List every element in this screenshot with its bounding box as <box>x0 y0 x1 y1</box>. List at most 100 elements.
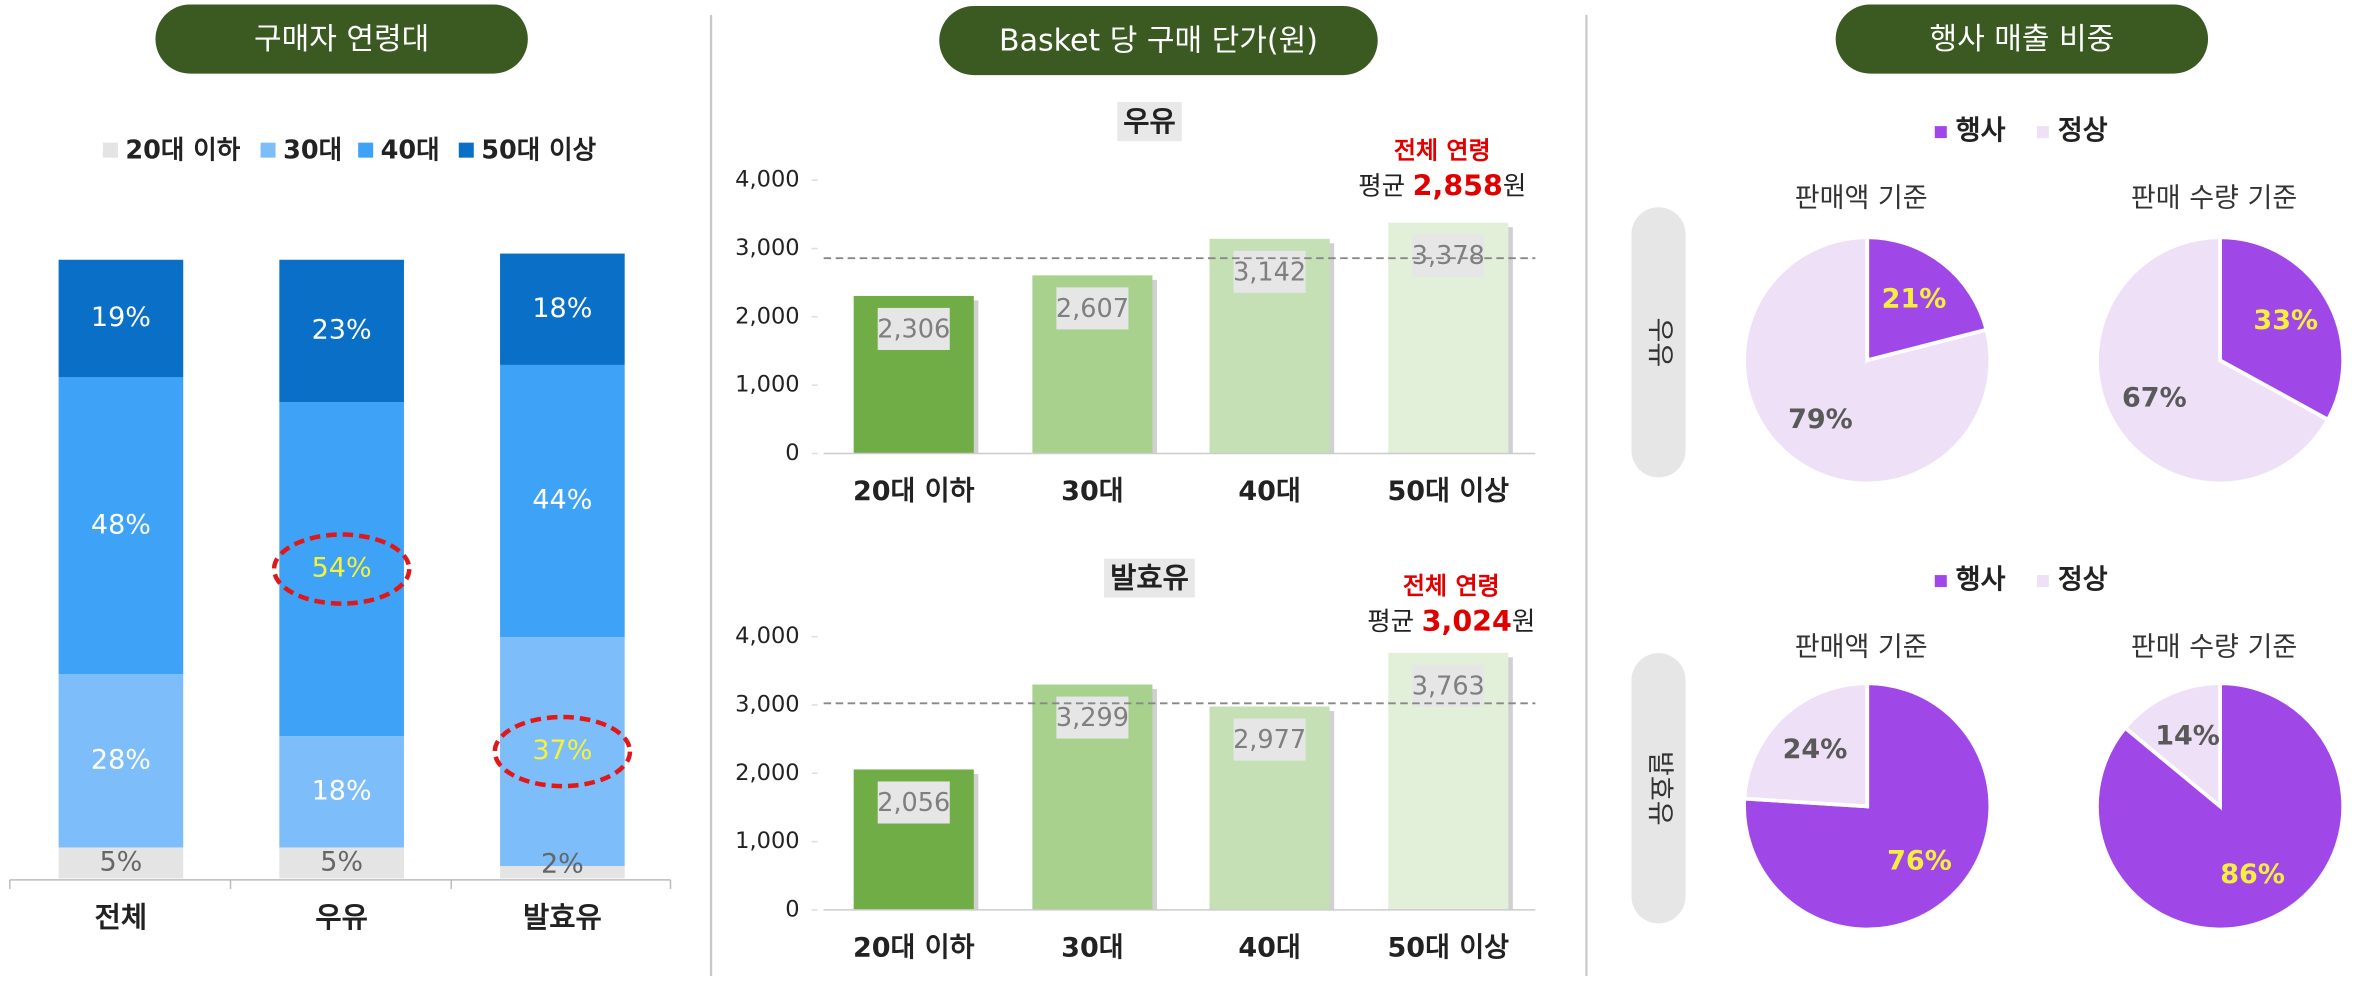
x-tick-label: 30대 <box>1061 476 1123 507</box>
bar-segment <box>500 253 625 365</box>
average-unit: 원 <box>1512 607 1535 637</box>
title-pill <box>939 6 1378 76</box>
data-label: 2% <box>541 848 584 879</box>
data-label: 2,056 <box>877 788 950 818</box>
pie-title: 판매 수량 기준 <box>2131 632 2297 663</box>
data-label: 5% <box>99 846 142 877</box>
x-tick-label: 20대 이하 <box>853 476 975 507</box>
pie-slice <box>2122 681 2222 811</box>
data-label: 67% <box>2122 383 2187 414</box>
panel-title: Basket 당 구매 단가(원) <box>999 24 1318 59</box>
bar-segment <box>500 637 625 867</box>
y-tick-label: 3,000 <box>735 691 799 717</box>
data-label: 5% <box>320 846 363 877</box>
legend-label: 40대 <box>381 136 440 166</box>
legend-swatch <box>358 142 374 158</box>
data-label: 28% <box>91 744 151 775</box>
data-label: 86% <box>2220 859 2285 890</box>
data-label: 3,142 <box>1233 257 1306 287</box>
x-tick-label: 30대 <box>1061 932 1123 963</box>
data-label: 23% <box>312 314 372 345</box>
x-tick-label: 발효유 <box>523 901 602 934</box>
bar-segment <box>279 847 404 879</box>
average-value: 3,024 <box>1422 605 1512 638</box>
row-label: 발효유 <box>1644 751 1675 826</box>
data-label: 18% <box>532 293 592 324</box>
average-annotation: 평균 3,024원 <box>1367 605 1535 638</box>
value-box <box>1233 718 1306 761</box>
x-tick-label: 40대 <box>1238 476 1300 507</box>
legend-swatch <box>102 142 118 158</box>
legend-label: 정상 <box>2058 116 2108 147</box>
title-pill <box>1835 4 2209 74</box>
y-tick-label: 1,000 <box>735 372 799 398</box>
data-label: 24% <box>1783 734 1848 765</box>
bar-segment <box>58 259 184 378</box>
data-label: 19% <box>91 302 151 333</box>
y-tick-label: 3,000 <box>735 235 799 261</box>
data-label: 3,763 <box>1412 671 1485 701</box>
y-tick-label: 0 <box>785 896 799 922</box>
pie-title: 판매 수량 기준 <box>2131 183 2297 214</box>
y-tick-label: 0 <box>785 440 799 466</box>
value-box <box>1056 287 1129 330</box>
value-box <box>1412 664 1485 707</box>
title-bg <box>1104 558 1195 598</box>
average-annotation: 평균 2,858원 <box>1358 170 1526 203</box>
data-label: 21% <box>1882 284 1947 315</box>
average-value: 2,858 <box>1413 170 1503 203</box>
panel-title: 행사 매출 비중 <box>1929 22 2114 57</box>
chart-title: 우유 <box>1123 105 1175 138</box>
y-tick-label: 4,000 <box>735 623 799 649</box>
data-label: 2,607 <box>1056 294 1129 324</box>
pie-title: 판매액 기준 <box>1795 183 1928 214</box>
x-tick-label: 전체 <box>95 901 147 934</box>
y-tick-label: 1,000 <box>735 828 799 854</box>
legend-label: 20대 이하 <box>125 136 240 166</box>
x-tick-label: 50대 이상 <box>1387 932 1509 963</box>
legend-label: 행사 <box>1956 116 2006 147</box>
data-label: 33% <box>2253 305 2318 336</box>
legend-label: 30대 <box>283 136 342 166</box>
value-box <box>877 781 950 824</box>
data-label: 48% <box>91 509 151 540</box>
value-box <box>877 307 950 350</box>
value-box <box>1412 234 1485 277</box>
data-label: 3,378 <box>1412 241 1485 271</box>
legend-swatch <box>1934 126 1947 139</box>
bar-segment <box>58 377 184 675</box>
y-tick-label: 2,000 <box>735 303 799 329</box>
x-tick-label: 40대 <box>1238 932 1300 963</box>
bar-segment <box>279 736 404 848</box>
row-label-pill <box>1631 653 1686 924</box>
data-label: 2,977 <box>1233 725 1306 755</box>
legend-swatch <box>2036 575 2049 588</box>
row-label: 우유 <box>1644 317 1675 367</box>
data-label: 3,299 <box>1056 703 1129 733</box>
bar-segment <box>58 674 184 848</box>
pie-title: 판매액 기준 <box>1795 632 1928 663</box>
legend-label: 50대 이상 <box>481 136 596 166</box>
data-label: 79% <box>1788 404 1853 435</box>
pie-slice <box>1865 235 1989 363</box>
data-label: 14% <box>2155 721 2220 752</box>
title-bg <box>1117 102 1182 142</box>
row-label-pill <box>1631 207 1686 478</box>
data-label: 37% <box>532 735 592 766</box>
highlight-circle <box>271 532 412 606</box>
y-tick-label: 4,000 <box>735 167 799 193</box>
pie-slice <box>1742 681 1870 809</box>
bar-segment <box>500 364 625 638</box>
panel-title: 구매자 연령대 <box>254 22 429 57</box>
data-label: 44% <box>532 485 592 516</box>
pie-slice <box>2218 235 2346 423</box>
bar-segment <box>279 402 404 737</box>
data-label: 18% <box>312 775 372 806</box>
chart-title: 발효유 <box>1110 562 1189 595</box>
data-label: 2,306 <box>877 314 950 344</box>
bar-segment <box>500 866 625 879</box>
data-label: 76% <box>1887 845 1952 876</box>
y-tick-label: 2,000 <box>735 760 799 786</box>
legend-swatch <box>2036 126 2049 139</box>
